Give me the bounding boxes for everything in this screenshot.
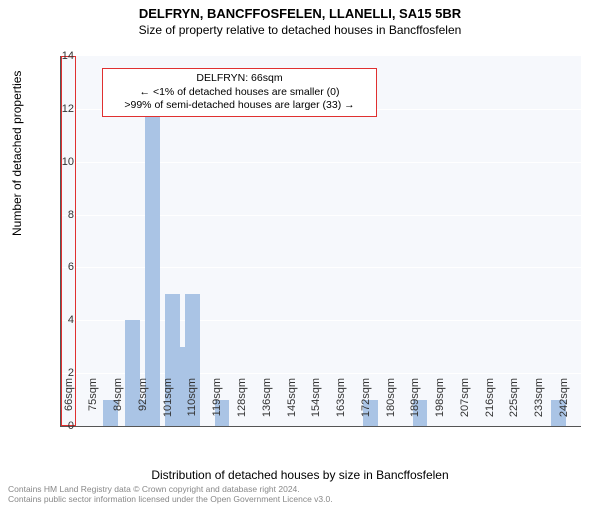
- xtick-label: 84sqm: [112, 378, 124, 411]
- xtick-label: 163sqm: [335, 378, 347, 417]
- xtick-label: 66sqm: [63, 378, 75, 411]
- ytick-label: 10: [44, 156, 74, 168]
- info-box: DELFRYN: 66sqm ← <1% of detached houses …: [102, 68, 377, 117]
- xtick-label: 233sqm: [533, 378, 545, 417]
- xtick-label: 136sqm: [261, 378, 273, 417]
- footer-line2: Contains public sector information licen…: [8, 495, 333, 504]
- xtick-label: 119sqm: [211, 378, 223, 416]
- xtick-label: 198sqm: [434, 378, 446, 417]
- xtick-label: 128sqm: [236, 378, 248, 417]
- page-subtitle: Size of property relative to detached ho…: [0, 23, 600, 37]
- ytick-label: 8: [44, 209, 74, 221]
- xtick-label: 225sqm: [508, 378, 520, 417]
- ytick-label: 12: [44, 103, 74, 115]
- page-title: DELFRYN, BANCFFOSFELEN, LLANELLI, SA15 5…: [0, 6, 600, 21]
- gridline: [61, 162, 581, 163]
- xtick-label: 172sqm: [360, 378, 372, 417]
- gridline: [61, 267, 581, 268]
- xtick-label: 154sqm: [310, 378, 322, 417]
- chart-area: DELFRYN: 66sqm ← <1% of detached houses …: [60, 56, 580, 426]
- xtick-label: 180sqm: [385, 378, 397, 417]
- xtick-label: 92sqm: [137, 378, 149, 411]
- xtick-label: 110sqm: [186, 378, 198, 416]
- info-line3: >99% of semi-detached houses are larger …: [109, 99, 370, 113]
- xtick-label: 145sqm: [286, 378, 298, 417]
- xtick-label: 75sqm: [87, 378, 99, 411]
- ytick-label: 6: [44, 261, 74, 273]
- gridline: [61, 215, 581, 216]
- xtick-label: 207sqm: [459, 378, 471, 417]
- xtick-label: 189sqm: [409, 378, 421, 417]
- x-axis-label: Distribution of detached houses by size …: [0, 468, 600, 482]
- xtick-label: 216sqm: [484, 378, 496, 417]
- xtick-label: 101sqm: [162, 378, 174, 417]
- info-line1: DELFRYN: 66sqm: [109, 72, 370, 86]
- ytick-label: 0: [44, 420, 74, 432]
- ytick-label: 4: [44, 314, 74, 326]
- y-axis-label: Number of detached properties: [10, 71, 24, 236]
- ytick-label: 14: [44, 50, 74, 62]
- info-line2: ← <1% of detached houses are smaller (0): [109, 86, 370, 100]
- footer-attribution: Contains HM Land Registry data © Crown c…: [8, 485, 333, 504]
- xtick-label: 242sqm: [558, 378, 570, 417]
